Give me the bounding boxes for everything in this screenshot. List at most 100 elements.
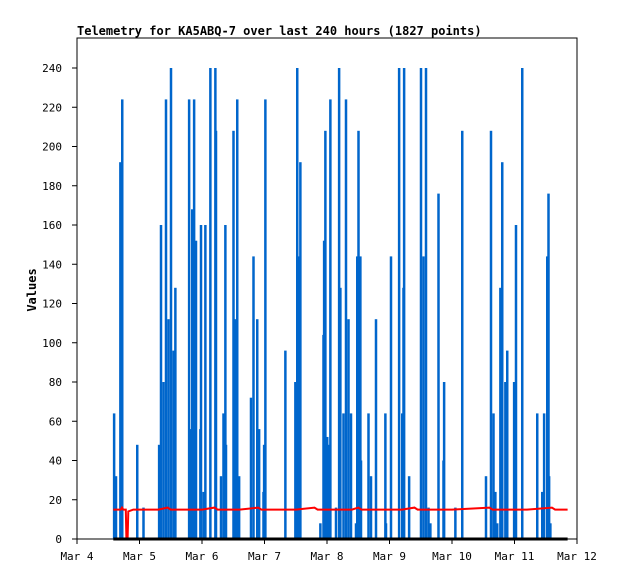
bar-blue <box>454 507 457 539</box>
bar-blue <box>204 225 207 539</box>
bar-blue <box>536 413 539 539</box>
bar-blue <box>299 162 302 539</box>
bar-blue <box>157 444 161 539</box>
bar-blue <box>492 413 495 539</box>
bar-blue <box>547 193 550 539</box>
x-tick-label: Mar 7 <box>248 550 281 563</box>
bar-blue <box>172 350 175 539</box>
bar-blue <box>347 319 350 539</box>
bar-blue <box>344 99 348 540</box>
x-tick-label: Mar 5 <box>123 550 156 563</box>
bar-blue <box>374 319 378 539</box>
bar-blue <box>232 130 235 540</box>
bar-blue <box>419 68 423 539</box>
bar-blue <box>237 476 241 539</box>
bar-blue <box>264 99 267 540</box>
y-axis-label: Values <box>25 268 39 311</box>
y-tick-label: 0 <box>55 533 62 546</box>
bar-blue <box>224 225 227 539</box>
bar-blue <box>397 68 401 539</box>
bar-blue <box>442 382 446 539</box>
x-tick-label: Mar 4 <box>60 550 93 563</box>
bar-blue <box>359 460 363 539</box>
x-axis: Mar 4 Mar 5 Mar 6 Mar 7 Mar 8 Mar 9 Mar 10 Mar … <box>60 539 597 563</box>
bar-blue <box>252 256 255 539</box>
bar-blue <box>136 444 139 539</box>
bar-blue <box>121 99 124 540</box>
bar-blue <box>402 68 406 539</box>
bar-blue <box>549 523 552 539</box>
bar-blue <box>496 523 499 539</box>
bar-blue <box>429 523 432 539</box>
bar-blue <box>461 130 464 540</box>
x-tick-label: Mar 12 <box>557 550 597 563</box>
bar-blue <box>167 319 170 539</box>
bar-blue <box>501 162 504 539</box>
x-tick-label: Mar 8 <box>310 550 343 563</box>
bar-blue <box>389 256 393 539</box>
bar-blue <box>541 491 544 539</box>
x-tick-label: Mar 10 <box>432 550 472 563</box>
bar-blue <box>521 68 524 539</box>
y-tick-label: 180 <box>42 180 62 193</box>
bar-blue <box>329 99 332 540</box>
bar-blue <box>159 225 163 539</box>
y-tick-label: 160 <box>42 219 62 232</box>
bar-blue <box>256 319 259 539</box>
bar-blue <box>367 413 370 539</box>
bar-blue <box>199 225 203 539</box>
x-tick-label: Mar 6 <box>185 550 218 563</box>
bar-blue <box>512 382 516 539</box>
bar-blue <box>327 444 330 539</box>
bar-blue <box>236 99 239 540</box>
bar-blue <box>369 476 373 539</box>
y-tick-label: 60 <box>49 415 62 428</box>
bar-blue <box>319 523 322 539</box>
bar-blue <box>489 130 493 540</box>
y-axis: 0 20 40 60 80 100 120 140 160 180 200 220 240 <box>42 62 77 546</box>
bar-blue <box>114 476 118 539</box>
bar-blue <box>222 413 225 539</box>
bar-blue <box>339 287 342 539</box>
bar-blue <box>192 99 196 540</box>
bar-blue <box>164 99 168 540</box>
y-tick-label: 140 <box>42 258 62 271</box>
bar-blue <box>257 429 261 539</box>
bar-blue <box>194 240 198 539</box>
bar-blue <box>224 444 228 539</box>
bar-blue <box>174 287 177 539</box>
chart-title: Telemetry for KA5ABQ-7 over last 240 hou… <box>77 24 482 38</box>
bar-blue <box>119 162 122 539</box>
bar-blue <box>219 476 223 539</box>
y-tick-label: 20 <box>49 494 62 507</box>
y-tick-label: 100 <box>42 337 62 350</box>
bar-blue <box>499 287 502 539</box>
bar-blue <box>112 413 116 539</box>
bar-blue <box>437 193 440 539</box>
bar-blue <box>349 413 353 539</box>
bar-blue <box>424 68 428 539</box>
bar-blue <box>514 225 518 539</box>
series-marks <box>112 68 568 541</box>
bar-blue <box>187 99 191 540</box>
bar-blue <box>357 130 360 540</box>
bar-blue <box>191 209 194 540</box>
bar-blue <box>234 319 237 539</box>
bar-blue <box>297 256 300 539</box>
y-tick-label: 220 <box>42 101 62 114</box>
bar-blue <box>342 413 345 539</box>
bar-blue <box>384 413 387 539</box>
bar-blue <box>506 350 509 539</box>
bar-blue <box>504 382 507 539</box>
x-tick-label: Mar 9 <box>373 550 406 563</box>
bar-blue <box>162 382 165 539</box>
bar-blue <box>284 350 287 539</box>
y-tick-label: 80 <box>49 376 62 389</box>
bar-blue <box>249 397 253 539</box>
y-tick-label: 40 <box>49 455 62 468</box>
bar-blue <box>202 491 205 539</box>
bar-blue <box>359 256 362 539</box>
bar-blue <box>494 491 497 539</box>
bar-blue <box>542 413 546 539</box>
